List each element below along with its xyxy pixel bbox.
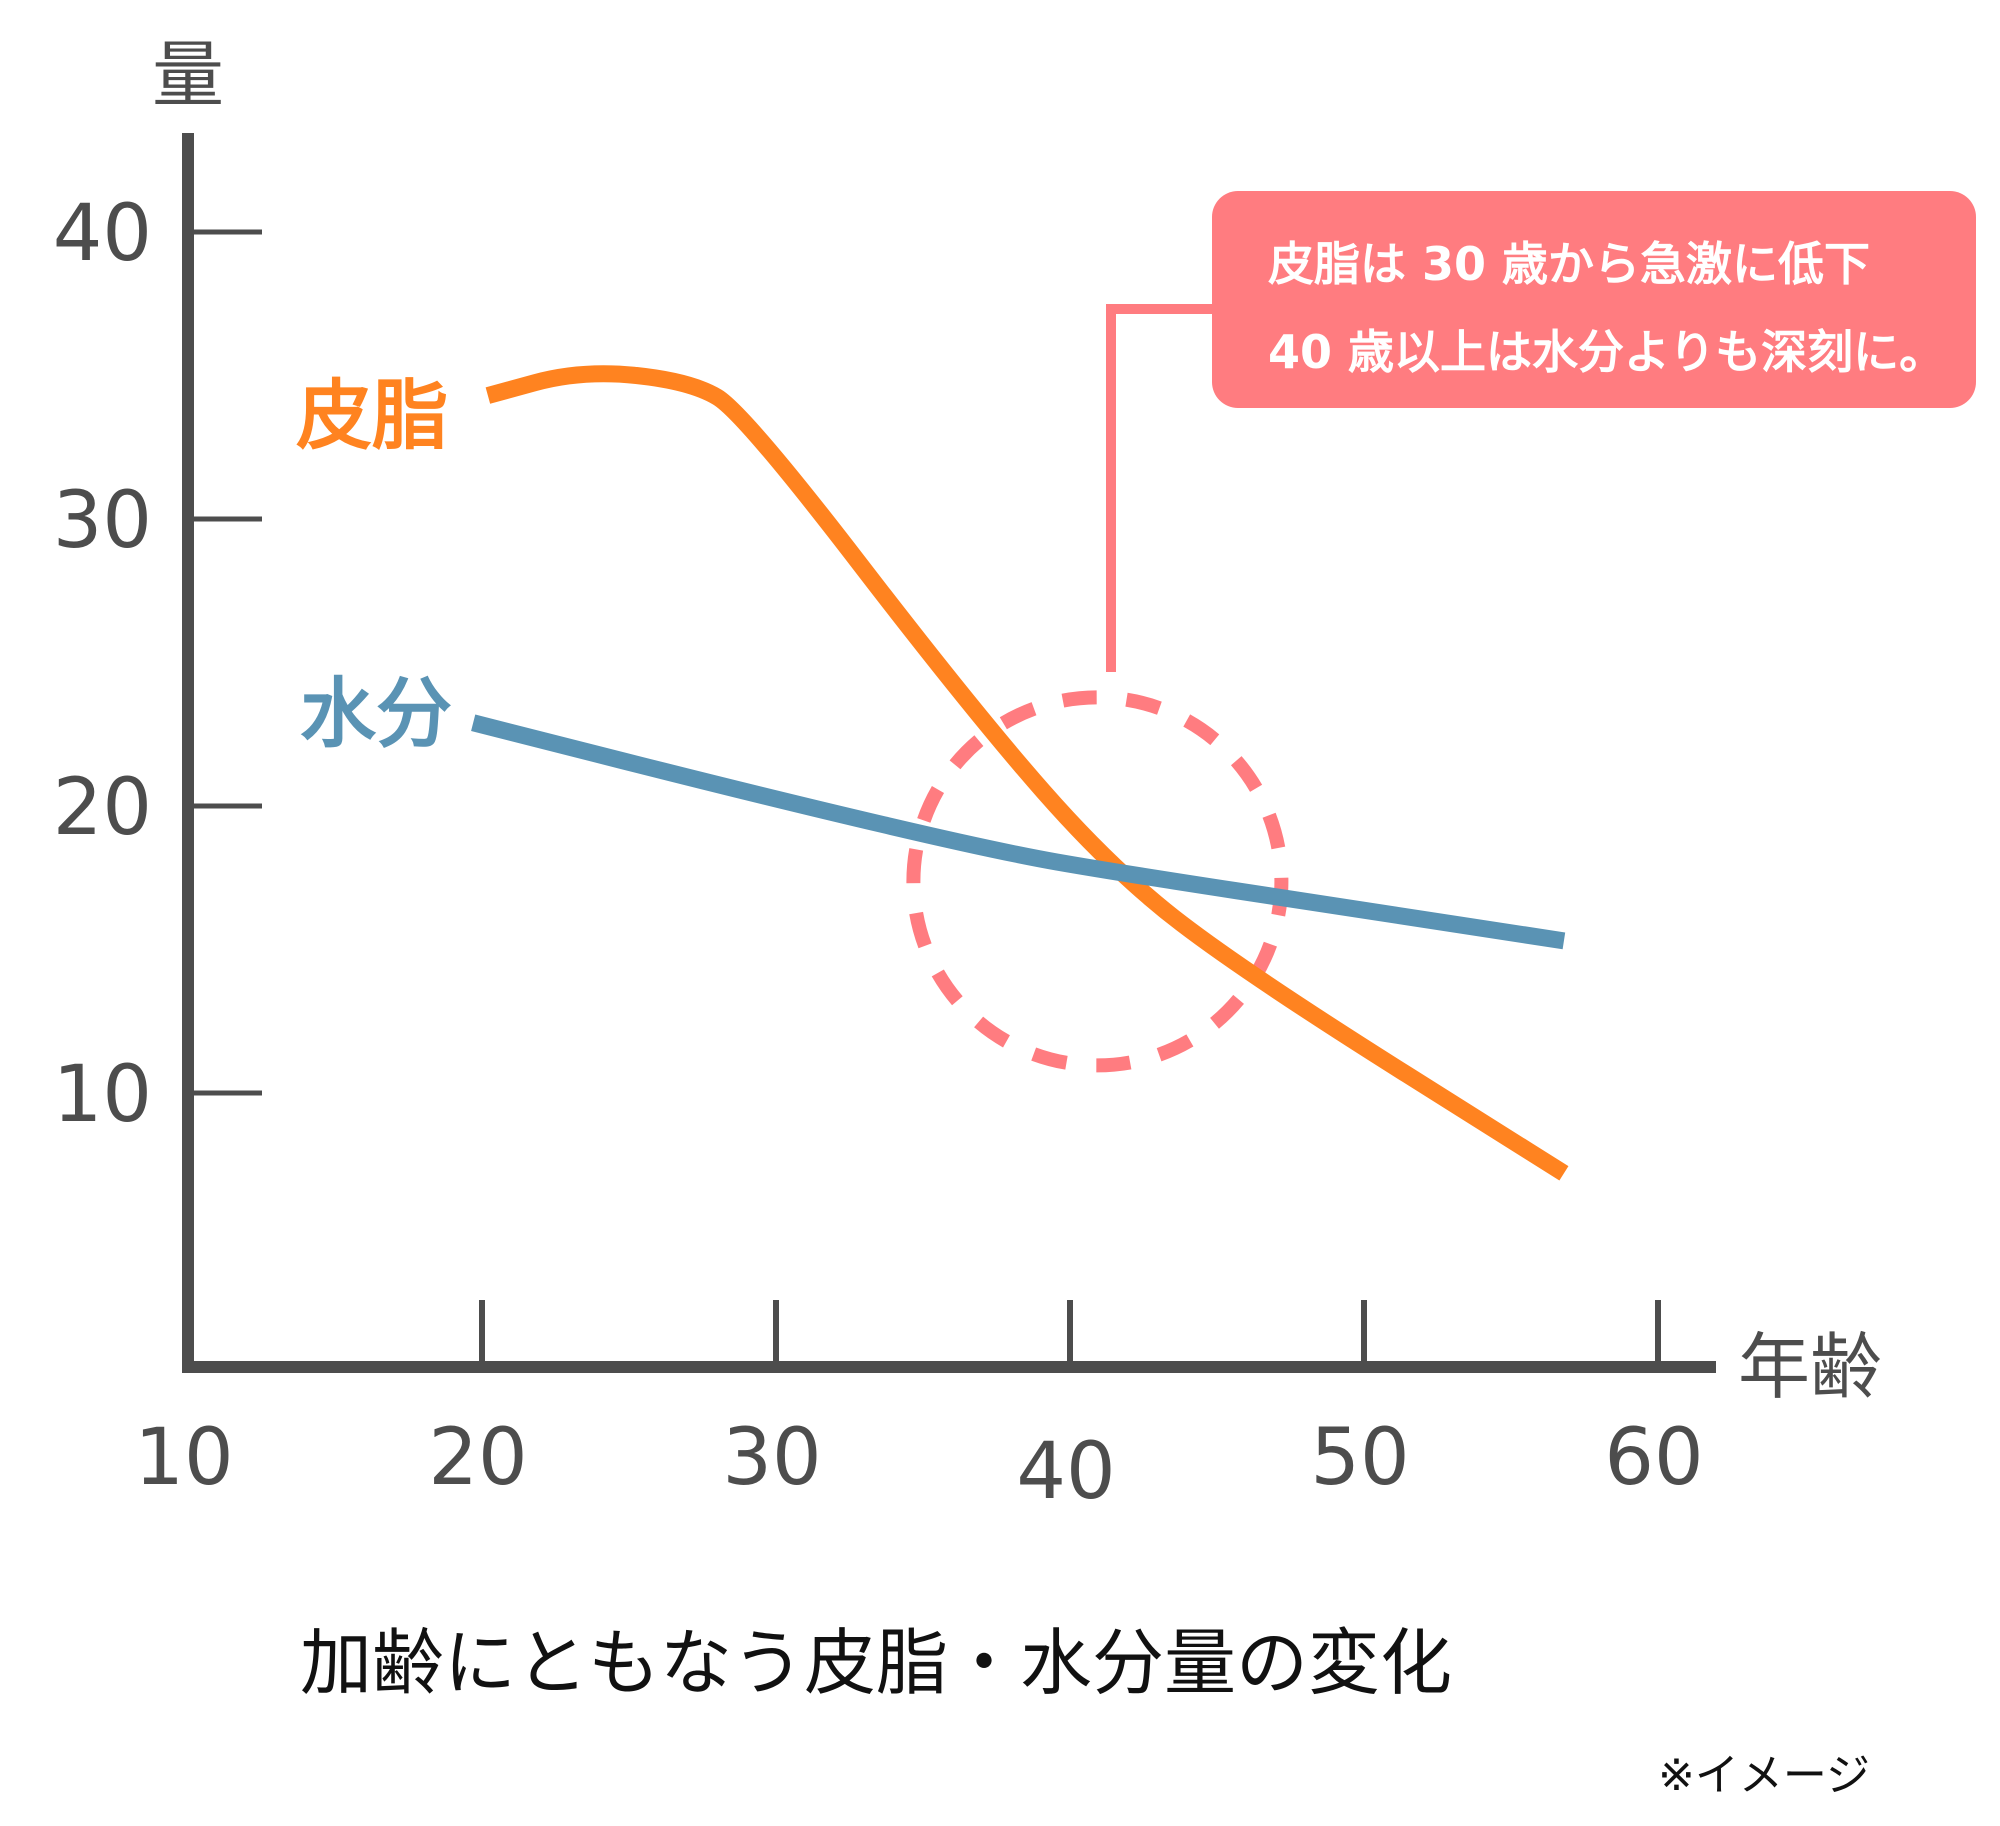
y-tick-label: 40 <box>53 189 152 279</box>
series-label-sebum: 皮脂 <box>296 371 448 460</box>
x-tick-label: 60 <box>1604 1413 1703 1503</box>
highlight-circle <box>906 690 1289 1073</box>
callout-line-2: 40 歳以上は水分よりも深刻に。 <box>1268 325 1945 379</box>
x-tick-label: 20 <box>428 1413 527 1503</box>
series-label-water: 水分 <box>300 669 452 758</box>
annotation <box>906 304 1289 1073</box>
x-tick-label: 10 <box>134 1413 233 1503</box>
callout-box <box>1212 191 1976 408</box>
x-tick-label: 40 <box>1016 1427 1115 1517</box>
chart-note: ※イメージ <box>1658 1750 1870 1801</box>
chart-title: 加齢にともなう皮脂・水分量の変化 <box>300 1621 1452 1705</box>
y-tick-label: 20 <box>53 763 152 853</box>
series-lines <box>471 365 1569 1181</box>
x-ticks: 10 20 30 40 50 60 <box>134 1300 1704 1517</box>
x-tick-label: 50 <box>1310 1413 1409 1503</box>
callout-line-1: 皮脂は 30 歳から急激に低下 <box>1268 237 1870 291</box>
y-tick-label: 30 <box>53 476 152 566</box>
sebum-line <box>485 365 1569 1181</box>
y-ticks: 10 20 30 40 <box>53 189 262 1140</box>
axes <box>182 133 1716 1373</box>
x-axis-title: 年齢 <box>1738 1325 1882 1409</box>
y-axis-title: 量 <box>152 33 224 117</box>
callout-connector <box>1106 304 1212 672</box>
callout: 皮脂は 30 歳から急激に低下 40 歳以上は水分よりも深刻に。 <box>1212 191 1976 408</box>
y-tick-label: 10 <box>53 1050 152 1140</box>
water-line <box>471 714 1566 950</box>
x-tick-label: 30 <box>722 1413 821 1503</box>
